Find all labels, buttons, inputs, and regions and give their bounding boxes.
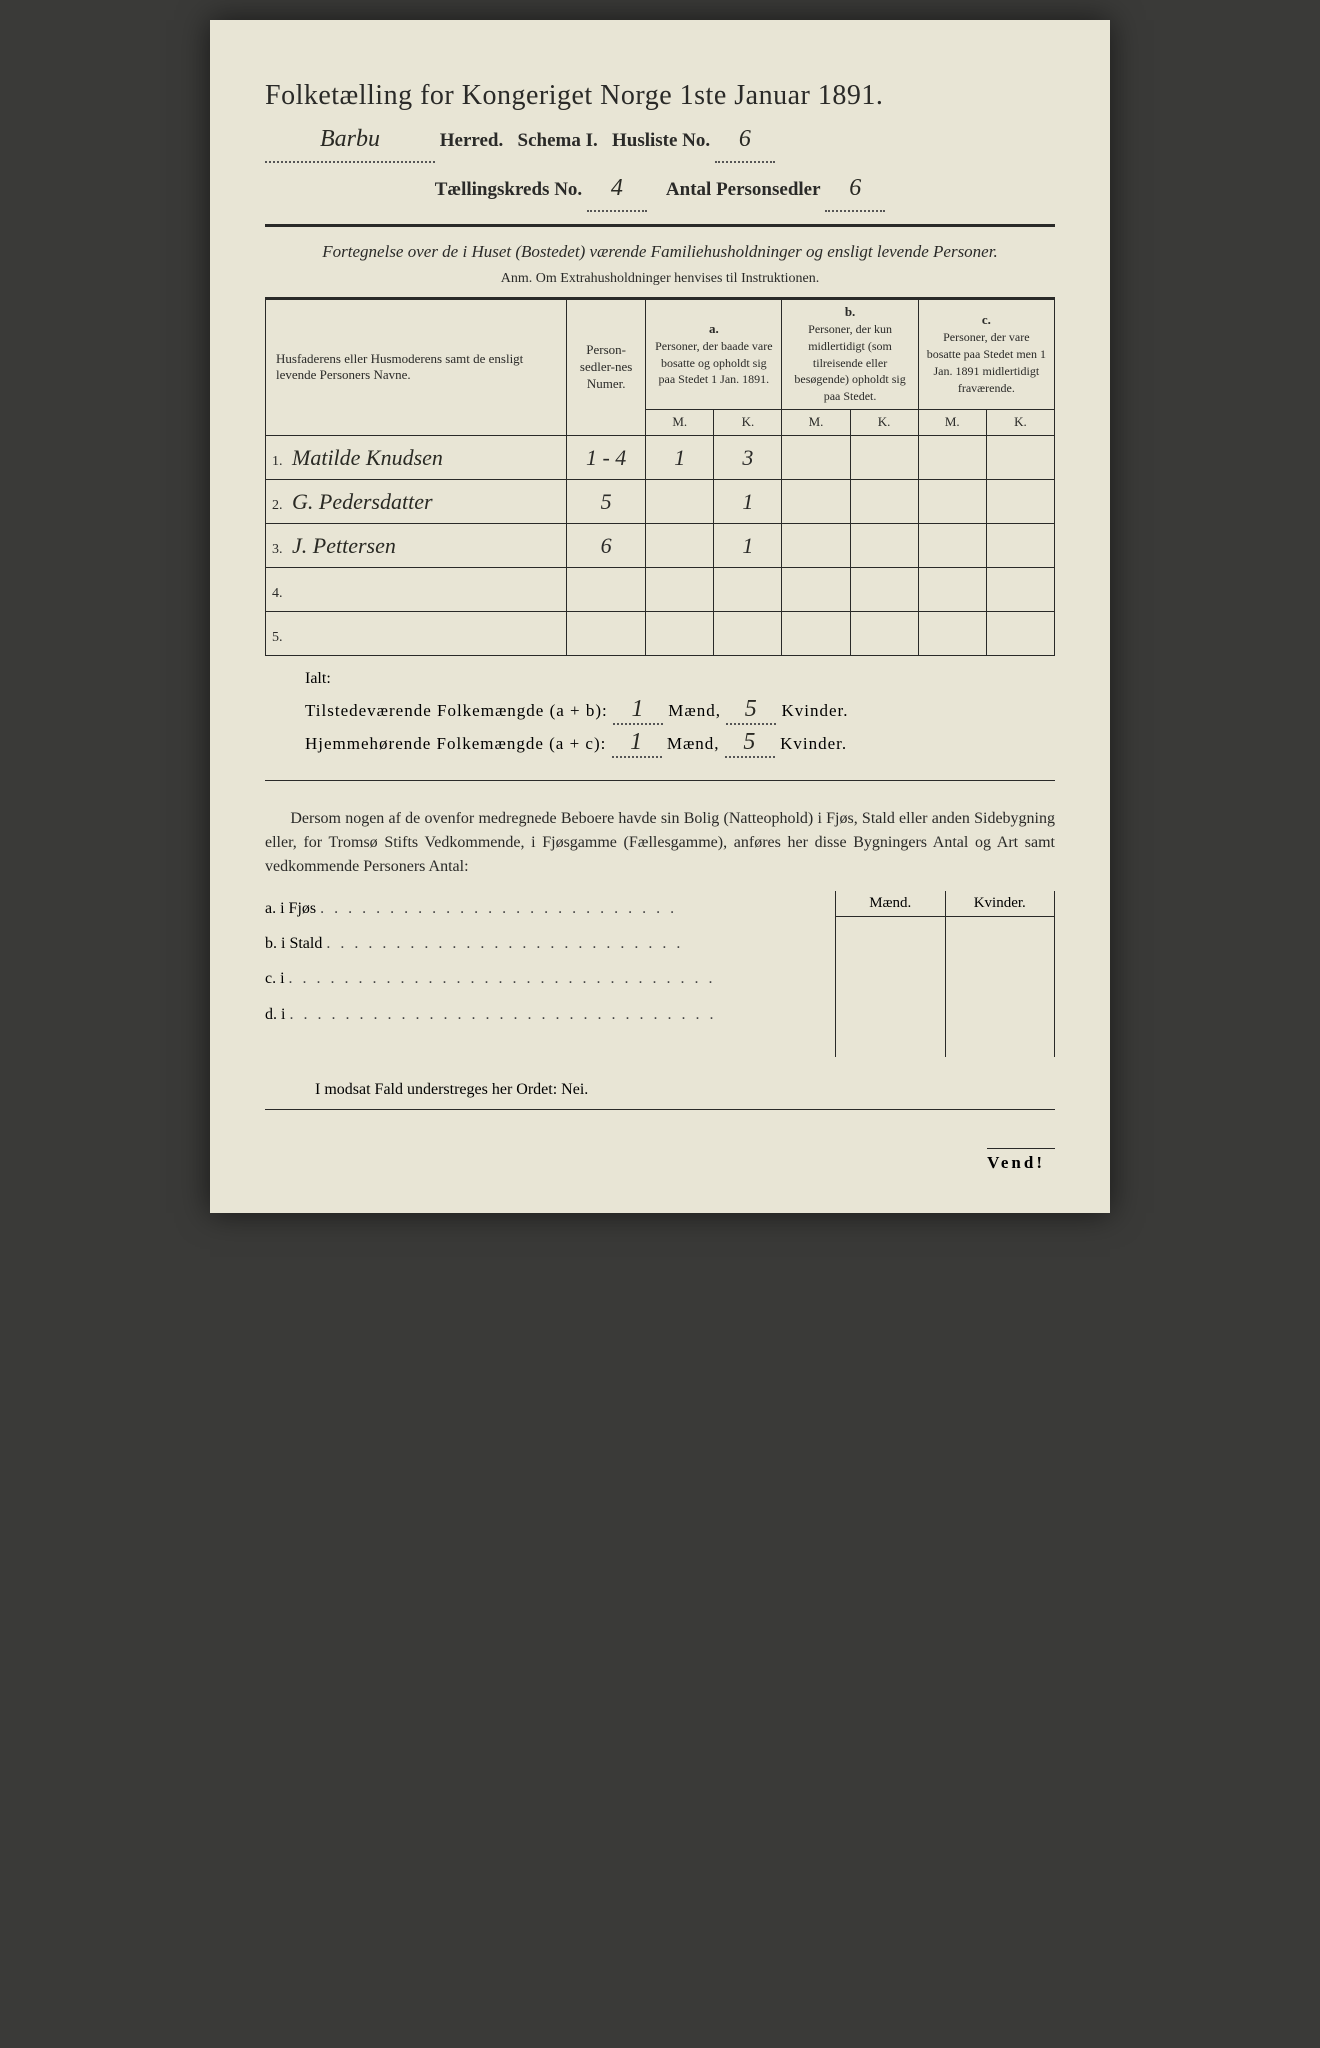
- table-row: 1. Matilde Knudsen1 - 413: [266, 436, 1055, 480]
- building-counts: Mænd. Kvinder.: [835, 891, 1055, 1057]
- totals-2-label: Hjemmehørende Folkemængde (a + c):: [305, 734, 606, 753]
- divider: [265, 1109, 1055, 1110]
- annotation: Anm. Om Extrahusholdninger henvises til …: [265, 271, 1055, 287]
- col-c-k: K.: [986, 410, 1054, 436]
- nei-line: I modsat Fald understreges her Ordet: Ne…: [315, 1081, 1055, 1099]
- totals-line-1: Tilstedeværende Folkemængde (a + b): 1 M…: [305, 696, 1055, 725]
- row-c: c. i . . . . . . . . . . . . . . . . . .…: [265, 961, 825, 996]
- vend-label: Vend!: [987, 1148, 1055, 1173]
- census-table: Husfaderens eller Husmoderens samt de en…: [265, 297, 1055, 656]
- totals-2-m: 1: [612, 729, 662, 758]
- description: Fortegnelse over de i Huset (Bostedet) v…: [265, 239, 1055, 265]
- kvinder-col: [946, 917, 1055, 1057]
- husliste-label: Husliste No.: [612, 130, 710, 151]
- col-header-b: b. Personer, der kun midlertidigt (som t…: [782, 298, 918, 409]
- husliste-no: 6: [715, 118, 775, 163]
- divider: [265, 780, 1055, 781]
- paragraph: Dersom nogen af de ovenfor medregnede Be…: [265, 807, 1055, 879]
- ialt-label: Ialt:: [305, 670, 1055, 688]
- kvinder-header: Kvinder.: [946, 891, 1055, 916]
- kreds-label: Tællingskreds No.: [435, 179, 582, 200]
- maend-header: Mænd.: [836, 891, 946, 916]
- row-a: a. i Fjøs . . . . . . . . . . . . . . . …: [265, 891, 825, 926]
- kvinder-label: Kvinder.: [781, 701, 848, 720]
- table-row: 2. G. Pedersdatter51: [266, 480, 1055, 524]
- col-c-m: M.: [918, 410, 986, 436]
- schema-label: Schema I.: [518, 130, 598, 151]
- maend-col: [836, 917, 946, 1057]
- row-d: d. i . . . . . . . . . . . . . . . . . .…: [265, 997, 825, 1032]
- personsedler-label: Antal Personsedler: [666, 179, 821, 200]
- maend-label: Mænd,: [667, 734, 720, 753]
- herred-value: Barbu: [265, 118, 435, 163]
- divider: [265, 224, 1055, 227]
- table-row: 3. J. Pettersen61: [266, 524, 1055, 568]
- table-row: 4.: [266, 568, 1055, 612]
- header-line-1: Barbu Herred. Schema I. Husliste No. 6: [265, 118, 1055, 163]
- row-b: b. i Stald . . . . . . . . . . . . . . .…: [265, 926, 825, 961]
- col-b-k: K.: [850, 410, 918, 436]
- maend-label: Mænd,: [668, 701, 721, 720]
- col-header-a: a. Personer, der baade vare bosatte og o…: [646, 298, 782, 409]
- totals-2-k: 5: [725, 729, 775, 758]
- building-table: a. i Fjøs . . . . . . . . . . . . . . . …: [265, 891, 1055, 1057]
- header-line-2: Tællingskreds No. 4 Antal Personsedler 6: [265, 167, 1055, 212]
- kreds-no: 4: [587, 167, 647, 212]
- kvinder-label: Kvinder.: [780, 734, 847, 753]
- col-header-c: c. Personer, der vare bosatte paa Stedet…: [918, 298, 1054, 409]
- totals-1-label: Tilstedeværende Folkemængde (a + b):: [305, 701, 608, 720]
- totals-1-k: 5: [726, 696, 776, 725]
- col-header-name: Husfaderens eller Husmoderens samt de en…: [266, 298, 567, 435]
- col-header-num: Person-sedler-nes Numer.: [567, 298, 646, 435]
- table-row: 5.: [266, 612, 1055, 656]
- census-form-page: Folketælling for Kongeriget Norge 1ste J…: [210, 20, 1110, 1213]
- col-b-m: M.: [782, 410, 850, 436]
- personsedler-no: 6: [825, 167, 885, 212]
- totals-1-m: 1: [613, 696, 663, 725]
- col-a-m: M.: [646, 410, 714, 436]
- herred-label: Herred.: [440, 130, 504, 151]
- col-a-k: K.: [714, 410, 782, 436]
- building-list: a. i Fjøs . . . . . . . . . . . . . . . …: [265, 891, 835, 1057]
- page-title: Folketælling for Kongeriget Norge 1ste J…: [265, 80, 1055, 112]
- totals-line-2: Hjemmehørende Folkemængde (a + c): 1 Mæn…: [305, 729, 1055, 758]
